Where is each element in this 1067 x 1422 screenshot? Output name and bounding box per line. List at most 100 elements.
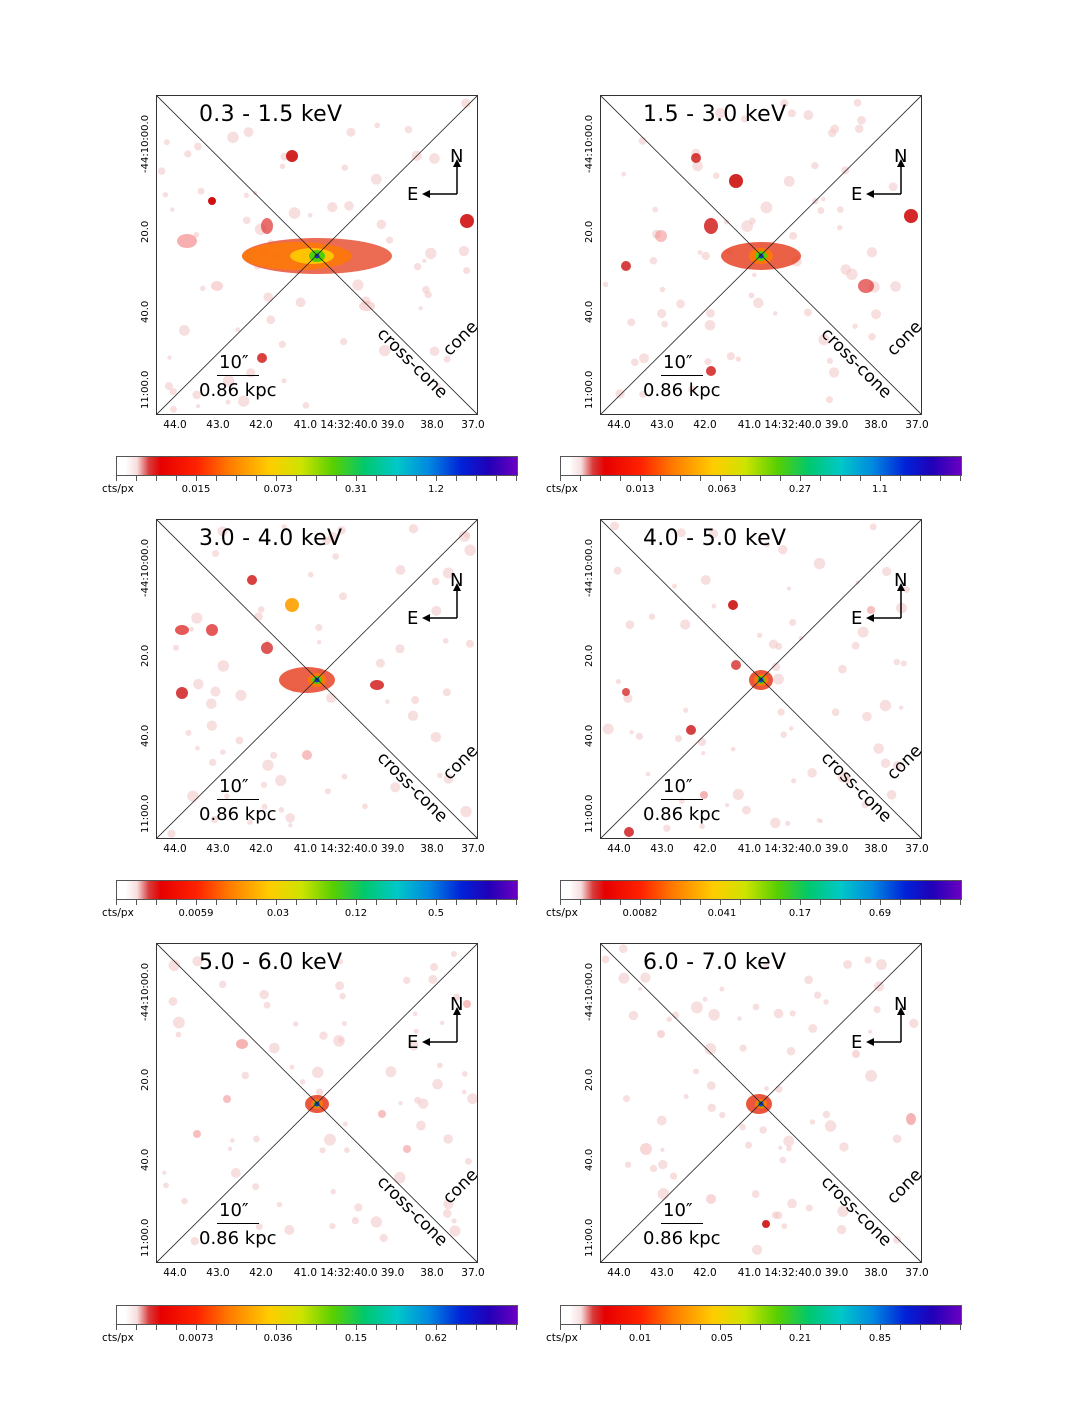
noise-speckle [337, 958, 344, 965]
colorbar-tick [960, 476, 961, 481]
noise-speckle [187, 790, 199, 802]
noise-speckle [243, 127, 254, 138]
noise-speckle [443, 355, 451, 363]
emission-blob [686, 725, 696, 735]
noise-speckle [737, 1016, 742, 1021]
noise-speckle [224, 793, 230, 800]
noise-speckle [418, 1098, 429, 1109]
compass-east-label: E [851, 608, 863, 629]
noise-speckle [437, 1062, 443, 1069]
noise-speckle [302, 402, 310, 409]
colorbar-tick [580, 476, 581, 481]
scale-kpc-label: 0.86 kpc [643, 1228, 721, 1249]
colorbar-unit-label: cts/px [102, 907, 134, 919]
noise-speckle [218, 980, 227, 989]
noise-speckle [785, 820, 791, 827]
noise-speckle [362, 803, 368, 810]
colorbar-tick [156, 476, 157, 481]
xray-map [157, 520, 477, 838]
noise-speckle [285, 813, 295, 823]
emission-blob [463, 1000, 471, 1008]
noise-speckle [625, 620, 635, 630]
colorbar [560, 456, 962, 476]
noise-speckle [615, 389, 625, 399]
noise-speckle [191, 612, 203, 624]
noise-speckle [162, 192, 169, 198]
colorbar-tick [700, 476, 701, 481]
noise-speckle [715, 107, 726, 119]
colorbar-tick [720, 900, 721, 905]
colorbar-tick [620, 1325, 621, 1330]
x-tick-label: 43.0 [206, 1267, 230, 1279]
x-tick-label: 42.0 [693, 843, 717, 855]
emission-blob [279, 667, 335, 693]
colorbar-tick [176, 476, 177, 481]
noise-speckle [732, 788, 744, 801]
colorbar-value-label: 0.073 [263, 484, 293, 495]
noise-speckle [735, 356, 741, 362]
noise-speckle [773, 673, 784, 685]
emission-blob [175, 625, 189, 635]
noise-speckle [770, 817, 781, 829]
scale-arcsec-label: 10″ [219, 352, 249, 373]
noise-speckle [429, 346, 440, 357]
noise-speckle [262, 759, 274, 771]
noise-speckle [451, 1218, 457, 1224]
scale-bar [661, 375, 703, 376]
colorbar-tick [416, 476, 417, 481]
noise-speckle [442, 1209, 452, 1218]
noise-speckle [864, 956, 872, 964]
noise-speckle [284, 1224, 295, 1235]
scale-bar [661, 1223, 703, 1224]
noise-speckle [403, 976, 411, 985]
noise-speckle [892, 760, 903, 771]
noise-speckle [342, 1021, 348, 1027]
noise-speckle [763, 962, 769, 969]
compass-arrows-icon [866, 159, 905, 198]
noise-speckle [463, 267, 471, 275]
noise-speckle [739, 1044, 747, 1052]
emission-blob [728, 600, 738, 610]
noise-speckle [428, 974, 438, 984]
colorbar-tick [880, 900, 881, 905]
noise-speckle [777, 708, 785, 716]
noise-speckle [431, 605, 442, 616]
emission-blob [640, 1143, 652, 1155]
noise-speckle [702, 996, 708, 1002]
colorbar [560, 880, 962, 900]
noise-speckle [254, 612, 263, 621]
y-tick-label: 11:00.0 [140, 1218, 151, 1257]
colorbar-tick [660, 476, 661, 481]
x-tick-label: 42.0 [249, 1267, 273, 1279]
noise-speckle [450, 950, 457, 958]
colorbar-tick [276, 476, 277, 481]
noise-speckle [700, 575, 711, 586]
noise-speckle [851, 641, 860, 650]
noise-speckle [189, 626, 194, 632]
compass-arrows-icon [866, 1007, 905, 1046]
noise-speckle [757, 632, 763, 638]
x-tick-label: 42.0 [693, 1267, 717, 1279]
colorbar-tick [680, 476, 681, 481]
colorbar-tick [216, 476, 217, 481]
noise-speckle [789, 618, 797, 626]
compass-east-label: E [851, 1032, 863, 1053]
colorbar-tick [840, 1325, 841, 1330]
noise-speckle [299, 1079, 306, 1085]
x-tick-label: 43.0 [206, 419, 230, 431]
y-tick-label: 11:00.0 [140, 370, 151, 409]
colorbar-tick [116, 476, 117, 481]
y-tick-label: -44:10:00.0 [584, 114, 595, 173]
xray-map [601, 944, 921, 1262]
colorbar-tick [860, 900, 861, 905]
noise-speckle [385, 699, 390, 704]
x-axis-ticks: 44.0 43.0 42.0 41.0 14:32:40.0 39.0 38.0 37.0 [600, 1267, 928, 1281]
noise-speckle [781, 1223, 788, 1230]
noise-speckle [659, 286, 666, 293]
noise-speckle [217, 660, 230, 672]
noise-speckle [429, 153, 440, 164]
noise-speckle [242, 216, 251, 225]
noise-speckle [779, 1156, 787, 1164]
